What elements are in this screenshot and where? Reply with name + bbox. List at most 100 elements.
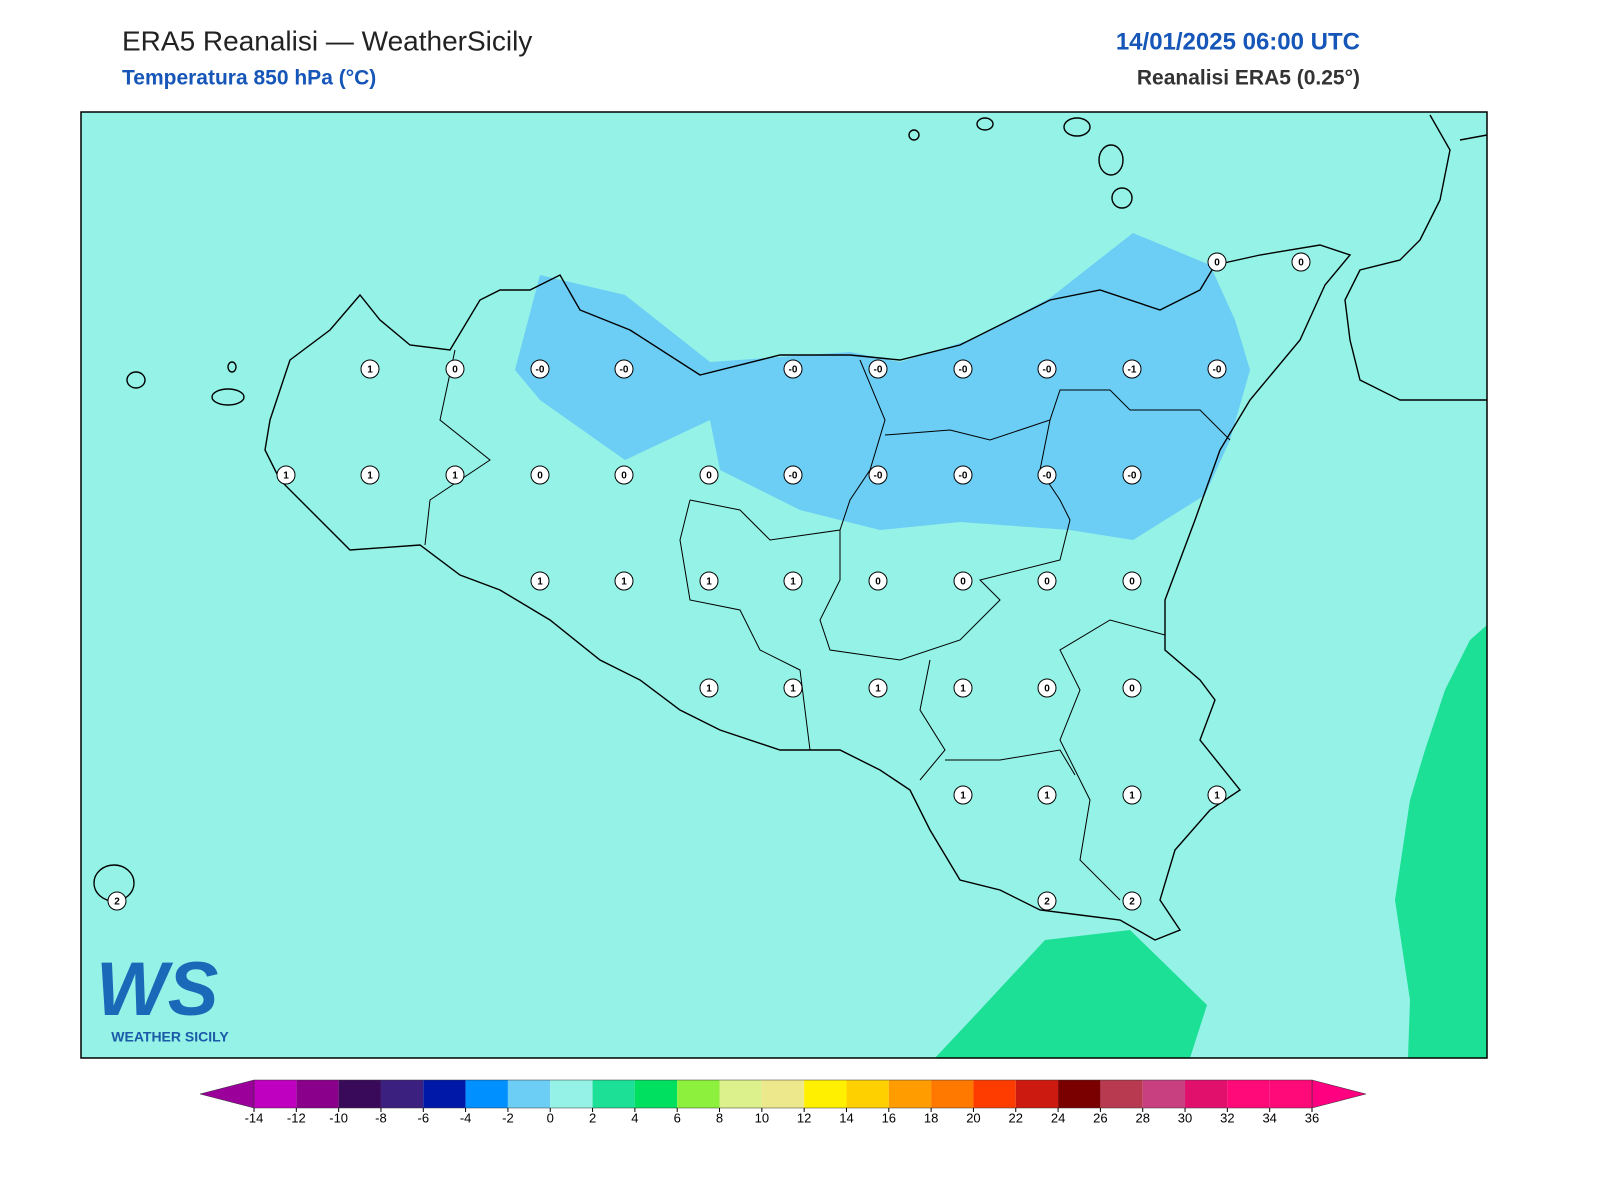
colorbar-tick-label: 10 [755,1110,769,1125]
station-value: -0 [789,471,798,482]
colorbar-tick-label: 28 [1135,1110,1149,1125]
colorbar-tick-label: 30 [1178,1110,1192,1125]
colorbar: -14 -12 -10 -8 -6 -4 -2 0 2 4 6 8 10 12 14 16 18 20 22 24 26… [199,1079,1367,1125]
station-marker [1291,252,1311,272]
colorbar-tick-label: -8 [375,1110,387,1125]
station-value: -0 [874,365,883,376]
province-border [689,359,886,541]
colorbar-segment [465,1080,508,1108]
field-2-4 [1395,625,1487,1058]
station-value: 1 [1129,791,1135,802]
station-value: 0 [537,471,543,482]
colorbar-tick-label: 26 [1093,1110,1107,1125]
province-border [1039,419,1071,521]
station-marker [699,678,719,698]
province-border [1059,619,1166,901]
colorbar-segment [1142,1080,1186,1108]
province-border [679,499,811,751]
station-value: 0 [1214,258,1220,269]
colorbar-segment [1015,1080,1059,1108]
logo: WS WEATHER SICILY [96,947,229,1045]
station-marker [614,465,634,485]
station-value: 1 [960,684,966,695]
station-marker [783,571,803,591]
station-value: 2 [114,897,120,908]
colorbar-under [199,1079,255,1109]
colorbar-segment [338,1080,381,1108]
colorbar-tick-label: 16 [882,1110,896,1125]
colorbar-segment [973,1080,1016,1108]
colorbar-segment [1269,1080,1312,1108]
station-value: 1 [537,577,543,588]
colorbar-segment [931,1080,974,1108]
colorbar-tick-label: 0 [547,1110,554,1125]
station-value: -0 [1128,471,1137,482]
station-marker [530,571,550,591]
colorbar-segment [296,1080,339,1108]
title: ERA5 Reanalisi — WeatherSicily [122,25,532,56]
station-marker [1122,465,1142,485]
colorbar-segment [423,1080,466,1108]
station-marker [868,465,888,485]
station-value: 0 [1044,577,1050,588]
colorbar-segment [1227,1080,1270,1108]
station-value: 1 [1044,791,1050,802]
colorbar-segment [592,1080,635,1108]
station-value: 1 [706,684,712,695]
station-value: -0 [789,365,798,376]
station-marker [1207,359,1227,379]
colorbar-segment [719,1080,762,1108]
station-value: 1 [452,471,458,482]
station-marker [1037,571,1057,591]
station-marker [699,465,719,485]
station-marker [360,465,380,485]
colorbar-segment [550,1080,593,1108]
province-border [424,349,491,546]
station-value: 1 [1214,791,1220,802]
colorbar-tick-label: -12 [287,1110,306,1125]
station-marker [953,465,973,485]
station-marker [360,359,380,379]
station-marker [1122,678,1142,698]
colorbar-tick-label: -2 [502,1110,514,1125]
station-value: 1 [706,577,712,588]
colorbar-segment [1100,1080,1143,1108]
island [126,371,146,389]
colorbar-segment [1058,1080,1101,1108]
station-value: 2 [1044,897,1050,908]
station-marker [1122,571,1142,591]
colorbar-tick-label: 20 [966,1110,980,1125]
colorbar-tick-label: 6 [674,1110,681,1125]
station-value: 1 [960,791,966,802]
province-border [919,659,946,781]
station-marker [1037,678,1057,698]
station-value: 1 [367,365,373,376]
logo-name: WEATHER SICILY [111,1029,229,1045]
station-marker [614,359,634,379]
island [908,129,920,141]
station-marker [953,571,973,591]
colorbar-over [1311,1079,1367,1109]
station-value: 1 [790,684,796,695]
station-marker [699,571,719,591]
colorbar-segment [380,1080,424,1108]
station-value: -0 [1043,365,1052,376]
station-value: 1 [875,684,881,695]
island [1098,144,1124,176]
colorbar-tick-label: 8 [716,1110,723,1125]
station-marker [614,571,634,591]
station-value: 0 [621,471,627,482]
station-marker [1122,359,1142,379]
colorbar-segment [804,1080,847,1108]
station-value: 0 [1298,258,1304,269]
station-marker [868,359,888,379]
station-value: 1 [283,471,289,482]
logo-mark: WS [96,947,218,1032]
colorbar-tick-label: 14 [839,1110,853,1125]
colorbar-tick-label: 32 [1220,1110,1234,1125]
sicily-coast [264,244,1352,941]
colorbar-tick-label: -10 [329,1110,348,1125]
station-marker [530,359,550,379]
station-marker [783,678,803,698]
